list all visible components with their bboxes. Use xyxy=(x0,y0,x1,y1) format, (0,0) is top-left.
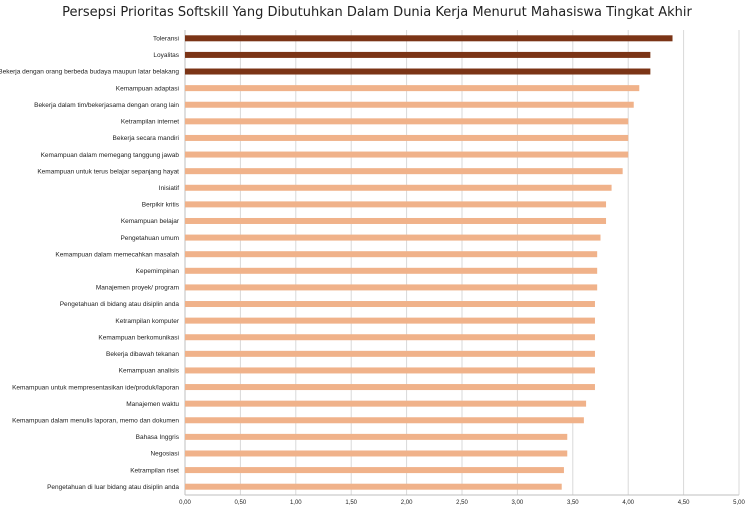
category-label: Pengetahuan di luar bidang atau disiplin… xyxy=(47,484,179,491)
bar xyxy=(185,234,601,241)
category-label: Bekerja secara mandiri xyxy=(113,135,179,142)
category-label: Kemampuan adaptasi xyxy=(116,85,179,92)
bar xyxy=(185,483,562,490)
bar xyxy=(185,384,595,391)
category-label: Bahasa Inggris xyxy=(136,434,180,441)
category-label: Ketrampilan komputer xyxy=(115,318,179,325)
category-label: Kemampuan dalam menulis laporan, memo da… xyxy=(12,417,179,424)
category-label: Kemampuan berkomunikasi xyxy=(98,334,179,341)
bar xyxy=(185,400,587,407)
category-label: Kemampuan analisis xyxy=(119,368,180,375)
bar xyxy=(185,51,651,58)
bar xyxy=(185,151,629,158)
bar xyxy=(185,68,651,75)
x-tick-label: 3,00 xyxy=(512,500,524,506)
bar xyxy=(185,85,640,92)
bar xyxy=(185,118,629,125)
category-label: Ketrampilan riset xyxy=(130,467,179,474)
x-tick-label: 1,50 xyxy=(345,500,357,506)
category-label: Manajemen waktu xyxy=(126,401,179,408)
category-label: Ketrampilan internet xyxy=(121,119,179,126)
x-tick-label: 3,50 xyxy=(567,500,579,506)
bar xyxy=(185,467,564,474)
x-tick-label: 4,00 xyxy=(622,500,634,506)
x-tick-label: 4,50 xyxy=(678,500,690,506)
x-tick-label: 2,50 xyxy=(456,500,468,506)
category-label: Kemampuan dalam memegang tanggung jawab xyxy=(41,152,180,159)
bar xyxy=(185,267,598,274)
chart-title: Persepsi Prioritas Softskill Yang Dibutu… xyxy=(62,5,692,20)
category-label: Bekerja dengan orang berbeda budaya maup… xyxy=(0,69,179,76)
category-label: Kemampuan untuk mempresentasikan ide/pro… xyxy=(12,384,179,391)
bar xyxy=(185,334,595,341)
bar xyxy=(185,101,634,108)
category-label: Pengetahuan umum xyxy=(120,235,179,242)
category-label: Kemampuan untuk terus belajar sepanjang … xyxy=(37,168,179,175)
category-label: Loyalitas xyxy=(153,52,179,59)
category-label: Kemampuan belajar xyxy=(121,218,180,225)
x-tick-label: 1,00 xyxy=(290,500,302,506)
bar xyxy=(185,168,623,175)
bar xyxy=(185,317,595,324)
category-label: Bekerja dalam tim/bekerjasama dengan ora… xyxy=(34,102,179,109)
category-label: Toleransi xyxy=(153,36,179,43)
category-label: Inisiatif xyxy=(159,185,179,192)
bar xyxy=(185,450,568,457)
x-tick-label: 0,00 xyxy=(179,500,191,506)
category-label: Manajemen proyek/ program xyxy=(96,285,179,292)
bar xyxy=(185,35,673,42)
bar xyxy=(185,417,584,424)
bar xyxy=(185,367,595,374)
bar xyxy=(185,217,607,224)
category-label: Kemampuan dalam memecahkan masalah xyxy=(55,251,179,258)
category-label: Negosiasi xyxy=(150,451,179,458)
x-tick-label: 5,00 xyxy=(733,500,745,506)
bar xyxy=(185,134,629,141)
category-label: Berpikir kritis xyxy=(142,202,180,209)
category-label: Kepemimpinan xyxy=(136,268,180,275)
x-tick-label: 0,50 xyxy=(235,500,247,506)
x-tick-label: 2,00 xyxy=(401,500,413,506)
bar xyxy=(185,201,607,208)
bar xyxy=(185,301,595,308)
category-label: Pengetahuan di bidang atau disiplin anda xyxy=(60,301,180,308)
bar xyxy=(185,350,595,357)
bar xyxy=(185,184,612,191)
bar xyxy=(185,251,598,258)
bar xyxy=(185,433,568,440)
bar xyxy=(185,284,598,291)
category-label: Bekerja dibawah tekanan xyxy=(106,351,179,358)
